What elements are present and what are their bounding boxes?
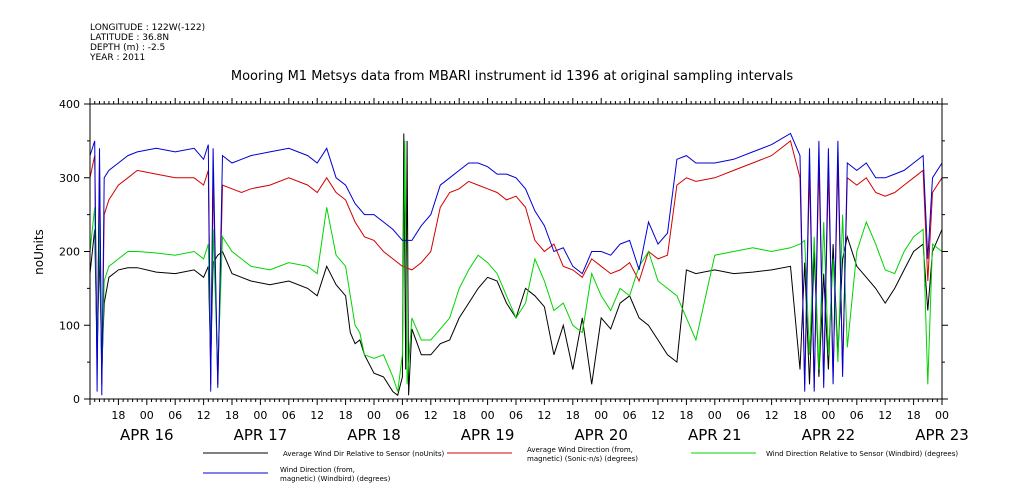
x-date-label: APR 23 [915,426,969,444]
x-hour-label: 12 [878,409,892,422]
x-hour-label: 18 [679,409,693,422]
depth-text: DEPTH (m) : -2.5 [90,43,165,53]
x-hour-label: 18 [793,409,807,422]
x-date-label: APR 21 [688,426,742,444]
legend-label-2-line1: Average Wind Direction (from, [527,446,633,454]
x-hour-label: 06 [850,409,864,422]
x-hour-label: 06 [395,409,409,422]
y-tick-label: 100 [59,319,80,332]
y-axis-label: noUnits [32,229,46,275]
x-hour-label: 00 [708,409,722,422]
axis-layer: 0 100 200 300 400 18 00 06 12 18 00 06 12 18 00 06 12 18 0… [59,98,969,444]
chart-title: Mooring M1 Metsys data from MBARI instru… [231,69,793,84]
x-hour-label: 06 [509,409,523,422]
x-date-label: APR 19 [461,426,515,444]
x-hour-label: 18 [907,409,921,422]
series-line-3 [90,140,942,392]
x-hour-label: 12 [651,409,665,422]
x-hour-label: 18 [452,409,466,422]
y-tick-label: 300 [59,172,80,185]
x-date-label: APR 18 [347,426,401,444]
x-hour-label: 06 [168,409,182,422]
legend-label-3: Wind Direction Relative to Sensor (Windb… [766,450,958,458]
x-hour-label: 18 [111,409,125,422]
x-date-label: APR 16 [120,426,174,444]
x-hour-label: 18 [225,409,239,422]
legend-label-4-line1: Wind Direction (from, [280,466,355,474]
x-hour-label: 00 [253,409,267,422]
x-date-label: APR 20 [574,426,628,444]
legend: Average Wind Dir Relative to Sensor (noU… [203,446,958,483]
series-layer [90,132,942,397]
longitude-text: LONGITUDE : 122W(-122) [90,23,205,33]
x-hour-label: 12 [197,409,211,422]
latitude-text: LATITUDE : 36.8N [90,33,169,43]
x-hour-label: 18 [566,409,580,422]
y-tick-label: 400 [59,98,80,111]
x-hour-label: 12 [424,409,438,422]
y-tick-label: 0 [73,393,80,406]
legend-label-1: Average Wind Dir Relative to Sensor (noU… [283,450,444,458]
x-date-label: APR 22 [802,426,856,444]
x-date-label: APR 17 [234,426,288,444]
x-hour-label: 00 [140,409,154,422]
x-hour-label: 06 [623,409,637,422]
x-hour-label: 18 [339,409,353,422]
x-hour-label: 00 [481,409,495,422]
y-tick-label: 200 [59,246,80,259]
legend-label-2-line2: magnetic) (Sonic-n/s) (degrees) [527,455,638,463]
x-hour-label: 00 [821,409,835,422]
legend-label-4-line2: magnetic) (Windbird) (degrees) [280,475,391,483]
x-hour-label: 00 [594,409,608,422]
year-text: YEAR : 2011 [89,53,145,63]
x-hour-label: 00 [935,409,949,422]
x-hour-label: 06 [736,409,750,422]
x-hour-label: 12 [537,409,551,422]
x-hour-label: 12 [765,409,779,422]
x-hour-label: 06 [282,409,296,422]
plot-area [90,132,942,397]
x-hour-label: 12 [310,409,324,422]
x-hour-label: 00 [367,409,381,422]
series-line-4 [90,132,942,396]
